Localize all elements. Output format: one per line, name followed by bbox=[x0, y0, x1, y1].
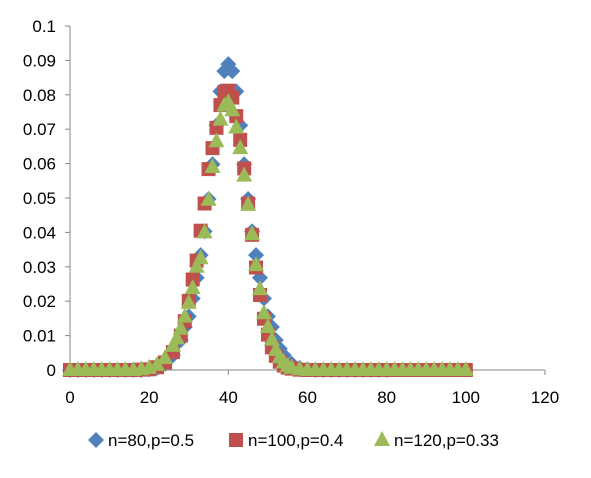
data-point-triangle bbox=[240, 195, 257, 211]
legend-label: n=120,p=0.33 bbox=[394, 431, 499, 450]
legend-item: n=100,p=0.4 bbox=[229, 431, 343, 450]
x-tick-label: 60 bbox=[298, 388, 317, 407]
series-triangle bbox=[62, 93, 474, 376]
y-tick-label: 0.07 bbox=[23, 120, 56, 139]
data-point-triangle bbox=[252, 280, 268, 296]
series-square bbox=[63, 83, 473, 377]
data-point-triangle bbox=[188, 257, 205, 273]
data-point-triangle bbox=[212, 110, 229, 126]
tick-labels: 0 0.01 0.02 0.03 0.04 0.05 0.06 0.07 0.08 0.09 0.1… bbox=[23, 17, 559, 407]
data-point-triangle bbox=[204, 158, 221, 174]
x-tick-label: 100 bbox=[452, 388, 480, 407]
data-point-triangle bbox=[149, 355, 166, 371]
data-point-triangle bbox=[184, 279, 201, 295]
y-tick-label: 0 bbox=[47, 361, 56, 380]
data-point-triangle bbox=[228, 118, 245, 134]
data-point-triangle bbox=[200, 190, 217, 206]
legend-marker-triangle bbox=[374, 431, 390, 446]
y-tick-label: 0.1 bbox=[32, 17, 56, 36]
data-point-triangle bbox=[172, 319, 189, 335]
x-tick-label: 40 bbox=[219, 388, 238, 407]
x-tick-label: 20 bbox=[140, 388, 159, 407]
data-point-diamond bbox=[224, 63, 241, 80]
y-tick-label: 0.05 bbox=[23, 189, 56, 208]
legend-label: n=80,p=0.5 bbox=[108, 431, 194, 450]
y-tick-label: 0.01 bbox=[23, 327, 56, 346]
legend: n=80,p=0.5 n=100,p=0.4 n=120,p=0.33 bbox=[88, 431, 499, 450]
y-tick-label: 0.04 bbox=[23, 223, 56, 242]
data-point-triangle bbox=[457, 361, 474, 376]
y-tick-label: 0.06 bbox=[23, 155, 56, 174]
data-point-triangle bbox=[248, 256, 265, 272]
y-tick-label: 0.02 bbox=[23, 292, 56, 311]
y-tick-label: 0.03 bbox=[23, 258, 56, 277]
data-point-triangle bbox=[208, 132, 225, 148]
data-point-triangle bbox=[259, 318, 276, 333]
data-point-diamond bbox=[248, 247, 265, 264]
y-tick-label: 0.09 bbox=[23, 51, 56, 70]
legend-item: n=80,p=0.5 bbox=[88, 431, 194, 450]
data-point-triangle bbox=[236, 166, 253, 182]
x-tick-label: 0 bbox=[65, 388, 74, 407]
legend-item: n=120,p=0.33 bbox=[374, 431, 499, 450]
data-point-triangle bbox=[232, 139, 249, 155]
data-point-triangle bbox=[157, 348, 173, 364]
legend-marker-diamond bbox=[88, 432, 104, 448]
y-tick-label: 0.08 bbox=[23, 86, 56, 105]
data-point-triangle bbox=[192, 249, 209, 265]
data-point-triangle bbox=[196, 223, 213, 239]
x-tick-label: 120 bbox=[531, 388, 559, 407]
data-point-triangle bbox=[176, 307, 193, 323]
x-tick-label: 80 bbox=[377, 388, 396, 407]
axes bbox=[65, 25, 546, 375]
legend-marker-square bbox=[229, 433, 243, 447]
data-marks bbox=[62, 56, 474, 378]
data-point-triangle bbox=[244, 225, 261, 241]
data-point-triangle bbox=[164, 336, 181, 352]
data-point-triangle bbox=[224, 101, 241, 117]
data-point-triangle bbox=[255, 304, 272, 320]
data-point-triangle bbox=[168, 329, 185, 345]
data-point-triangle bbox=[180, 293, 197, 309]
legend-label: n=100,p=0.4 bbox=[248, 431, 343, 450]
